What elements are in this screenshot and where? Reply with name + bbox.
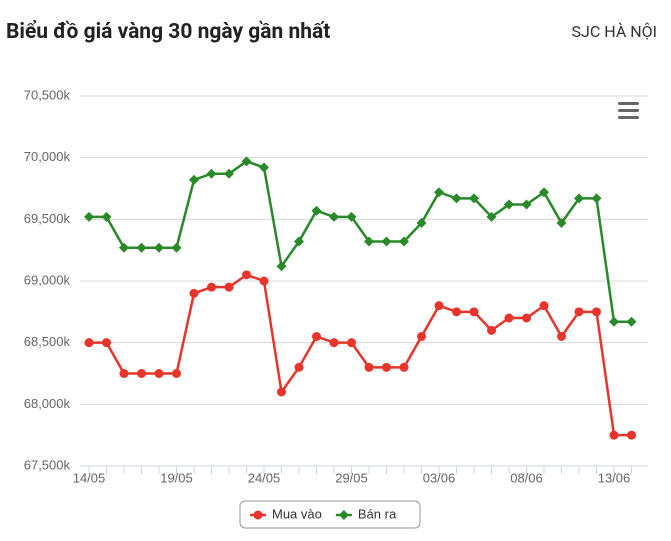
point (469, 193, 479, 204)
series-line (89, 159, 632, 323)
point (102, 338, 111, 348)
point (224, 282, 234, 292)
legend-label: Mua vào (272, 506, 322, 521)
x-tick-label: 08/06 (510, 470, 543, 485)
point (539, 187, 549, 198)
point (172, 369, 181, 378)
point (276, 261, 287, 272)
point (312, 332, 321, 341)
point (189, 288, 199, 298)
menu-button[interactable] (618, 102, 639, 119)
point (627, 430, 636, 440)
point (136, 242, 147, 253)
point (487, 325, 496, 335)
point (101, 211, 112, 222)
point (119, 242, 129, 253)
point (399, 362, 409, 372)
point (206, 168, 217, 179)
point (504, 313, 514, 323)
point (434, 301, 444, 311)
point (224, 168, 234, 179)
point (591, 193, 602, 204)
point (451, 193, 462, 204)
point (259, 162, 269, 173)
point (364, 236, 374, 247)
point (381, 236, 392, 247)
point (84, 211, 94, 222)
point (557, 332, 566, 341)
point (574, 193, 584, 204)
point (347, 338, 356, 348)
point (417, 332, 426, 341)
point (416, 218, 427, 229)
point (329, 338, 339, 348)
legend-label: Bán ra (358, 506, 397, 521)
point (434, 187, 444, 198)
point (609, 430, 619, 440)
point (556, 218, 567, 229)
point (338, 510, 349, 520)
point (277, 387, 286, 397)
y-tick-label: 68,500k (24, 334, 71, 349)
point (311, 205, 322, 216)
y-tick-label: 70,500k (24, 87, 71, 102)
y-tick-label: 70,000k (24, 149, 71, 164)
y-tick-label: 69,000k (24, 272, 71, 287)
point (154, 242, 164, 253)
point (253, 510, 263, 520)
title: Biểu đồ giá vàng 30 ngày gần nhất (6, 20, 331, 44)
x-tick-label: 13/06 (598, 470, 631, 485)
menu-bar[interactable] (618, 116, 639, 119)
point (486, 211, 497, 222)
point (574, 307, 584, 317)
point (189, 174, 199, 185)
point (154, 369, 164, 378)
x-tick-label: 03/06 (423, 470, 456, 485)
menu-bar[interactable] (618, 102, 639, 105)
point (241, 156, 252, 167)
y-tick-label: 67,500k (24, 457, 71, 472)
point (469, 307, 479, 317)
point (452, 307, 461, 317)
point (399, 236, 409, 247)
legend: Mua vào Bán ra (239, 500, 421, 529)
y-tick-label: 68,000k (24, 396, 71, 411)
point (504, 199, 514, 210)
series-line (89, 273, 632, 437)
point (294, 362, 304, 372)
x-tick-label: 14/05 (73, 470, 106, 485)
point (294, 236, 304, 247)
point (137, 369, 146, 378)
point (539, 301, 549, 311)
legend-box (239, 500, 421, 529)
point (259, 276, 269, 286)
point (522, 313, 531, 323)
point (382, 362, 391, 372)
x-tick-label: 19/05 (160, 470, 193, 485)
menu-bar[interactable] (618, 109, 639, 112)
point (84, 338, 94, 348)
y-tick-label: 69,500k (24, 211, 71, 226)
point (346, 211, 357, 222)
point (626, 316, 637, 327)
point (364, 362, 374, 372)
point (592, 307, 601, 317)
point (207, 282, 216, 292)
x-tick-label: 29/05 (335, 470, 368, 485)
subtitle: SJC HÀ NỘI (571, 22, 657, 41)
x-tick-label: 24/05 (248, 470, 281, 485)
point (242, 270, 251, 280)
point (521, 199, 532, 210)
point (119, 369, 129, 378)
point (171, 242, 182, 253)
point (609, 316, 619, 327)
point (329, 211, 339, 222)
